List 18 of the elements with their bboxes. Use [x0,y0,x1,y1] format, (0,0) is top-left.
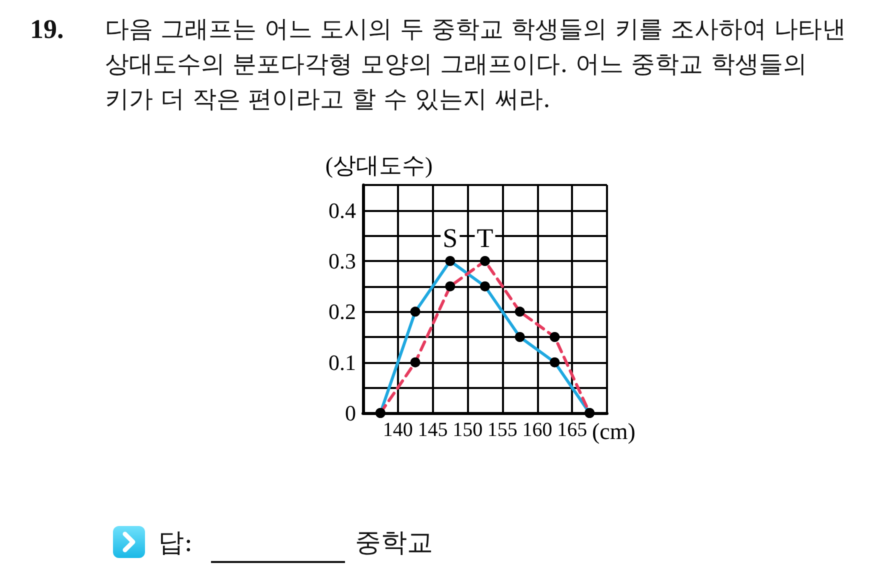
y-tick-label: 0.2 [328,299,356,324]
y-tick-label: 0.1 [328,350,356,375]
y-axis-title: (상대도수) [325,153,433,178]
y-tick-label: 0 [345,400,356,426]
x-axis-title: (cm) [592,419,636,444]
series-label: S [442,223,458,253]
chart-title: 19. 다음 그래프는 어느 도시의 두 중학교 학생들의 키를 조사하여 나타낸 상대도수의 분포다각형 모양의 그래프이다. 어느 중학교 학생들의 키가 더 작은 편이라고 할 수 있는지 써라. [30,14,846,113]
series-label: T [476,223,494,253]
y-tick-label: 0.3 [328,248,356,274]
text: 중학교 [354,526,433,560]
x-tick-label: 165 [557,419,588,441]
x-tick-label: 150 [452,419,483,441]
x-tick-label: 160 [522,419,552,441]
x-tick-label: 155 [487,419,518,441]
y-tick-label: 0.4 [328,198,356,223]
x-tick-label: 140 [382,419,413,441]
text: 답: [158,526,193,560]
x-tick-label: 145 [418,419,448,441]
